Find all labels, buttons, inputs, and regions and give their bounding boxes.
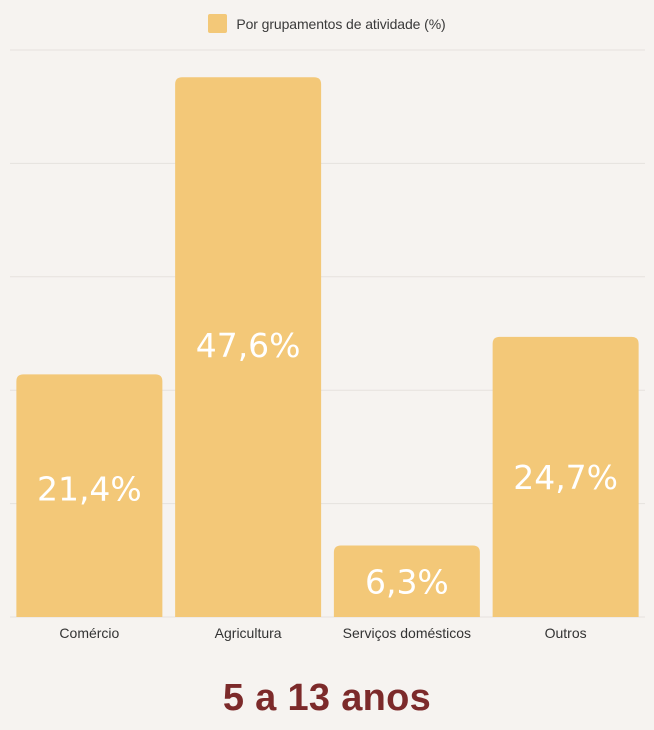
bar xyxy=(492,336,639,617)
bar xyxy=(333,545,480,617)
legend-label: Por grupamentos de atividade (%) xyxy=(236,15,446,32)
bar-value-label: 21,4% xyxy=(37,469,142,508)
category-label: Agricultura xyxy=(215,625,282,641)
bar xyxy=(16,374,163,617)
category-label: Serviços domésticos xyxy=(343,625,471,641)
category-label: Outros xyxy=(545,625,587,641)
bar xyxy=(175,77,322,617)
category-label: Comércio xyxy=(59,625,119,641)
category-labels: Comércio Agricultura Serviços domésticos Ou… xyxy=(59,625,586,641)
bars xyxy=(16,77,639,617)
page-title: 5 a 13 anos xyxy=(222,677,432,719)
bar-value-label: 47,6% xyxy=(196,326,301,365)
legend: Por grupamentos de atividade (%) xyxy=(0,14,654,33)
legend-swatch xyxy=(208,14,228,33)
bar-value-label: 6,3% xyxy=(365,562,449,601)
bar-chart-plot: 21,4% 47,6% 6,3% 24,7% Comércio Agricultura S… xyxy=(10,49,645,641)
bar-value-label: 24,7% xyxy=(513,458,618,497)
bar-value-labels: 21,4% 47,6% 6,3% 24,7% xyxy=(37,326,618,601)
